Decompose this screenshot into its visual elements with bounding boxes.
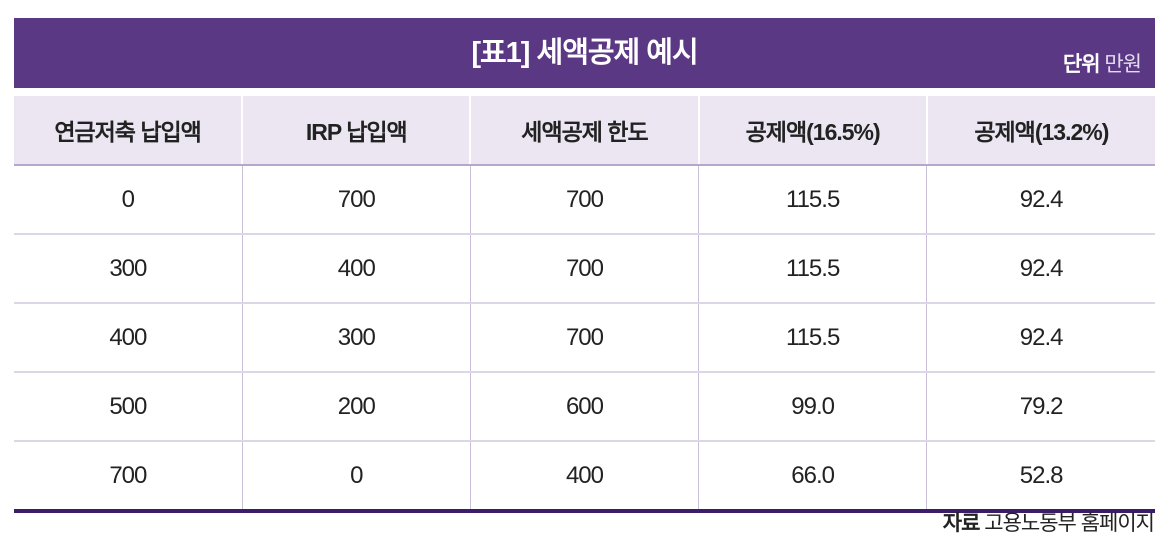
table-cell: 400 xyxy=(14,303,243,373)
table-cell: 700 xyxy=(14,441,243,513)
table-cell: 700 xyxy=(469,165,699,235)
column-header: IRP 납입액 xyxy=(241,96,471,166)
table-cell: 300 xyxy=(241,303,471,373)
table-cell: 500 xyxy=(14,372,243,442)
table-cell: 92.4 xyxy=(926,303,1155,373)
tax-credit-table: 연금저축 납입액 IRP 납입액 세액공제 한도 공제액(16.5%) 공제액(13.2… xyxy=(14,96,1155,513)
column-header: 연금저축 납입액 xyxy=(14,96,243,166)
header-row: 연금저축 납입액 IRP 납입액 세액공제 한도 공제액(16.5%) 공제액(13.2… xyxy=(14,96,1155,166)
unit-value: 만원 xyxy=(1104,53,1142,76)
table-cell: 115.5 xyxy=(698,303,927,373)
table-row: 400 300 700 115.5 92.4 xyxy=(14,303,1155,373)
table-cell: 400 xyxy=(241,234,471,304)
unit-label: 단위 xyxy=(1062,53,1101,76)
table-cell: 115.5 xyxy=(698,165,927,235)
table-row: 0 700 700 115.5 92.4 xyxy=(14,165,1155,235)
table-cell: 79.2 xyxy=(926,372,1155,442)
table-row: 700 0 400 66.0 52.8 xyxy=(14,441,1155,513)
source-label: 자료 xyxy=(942,512,981,535)
table-title-band: [표1] 세액공제 예시 단위 만원 xyxy=(14,18,1155,88)
table-cell: 400 xyxy=(469,441,699,513)
table-cell: 92.4 xyxy=(926,234,1155,304)
table-cell: 300 xyxy=(14,234,243,304)
table-cell: 0 xyxy=(14,165,243,235)
source-note: 자료 고용노동부 홈페이지 xyxy=(942,507,1155,537)
table-title: [표1] 세액공제 예시 xyxy=(471,37,698,69)
table-cell: 0 xyxy=(241,441,471,513)
table-row: 500 200 600 99.0 79.2 xyxy=(14,372,1155,442)
table-cell: 92.4 xyxy=(926,165,1155,235)
table-cell: 700 xyxy=(241,165,471,235)
table-cell: 66.0 xyxy=(698,441,927,513)
table-cell: 115.5 xyxy=(698,234,927,304)
table-row: 300 400 700 115.5 92.4 xyxy=(14,234,1155,304)
unit-note: 단위 만원 xyxy=(1062,48,1142,78)
column-header: 세액공제 한도 xyxy=(469,96,699,166)
column-header: 공제액(16.5%) xyxy=(697,96,927,166)
table-cell: 99.0 xyxy=(698,372,927,442)
table-cell: 700 xyxy=(469,234,699,304)
table-cell: 200 xyxy=(241,372,471,442)
table-cell: 600 xyxy=(469,372,699,442)
source-value: 고용노동부 홈페이지 xyxy=(984,512,1155,535)
column-header: 공제액(13.2%) xyxy=(925,96,1155,166)
table-cell: 52.8 xyxy=(926,441,1155,513)
table-cell: 700 xyxy=(469,303,699,373)
